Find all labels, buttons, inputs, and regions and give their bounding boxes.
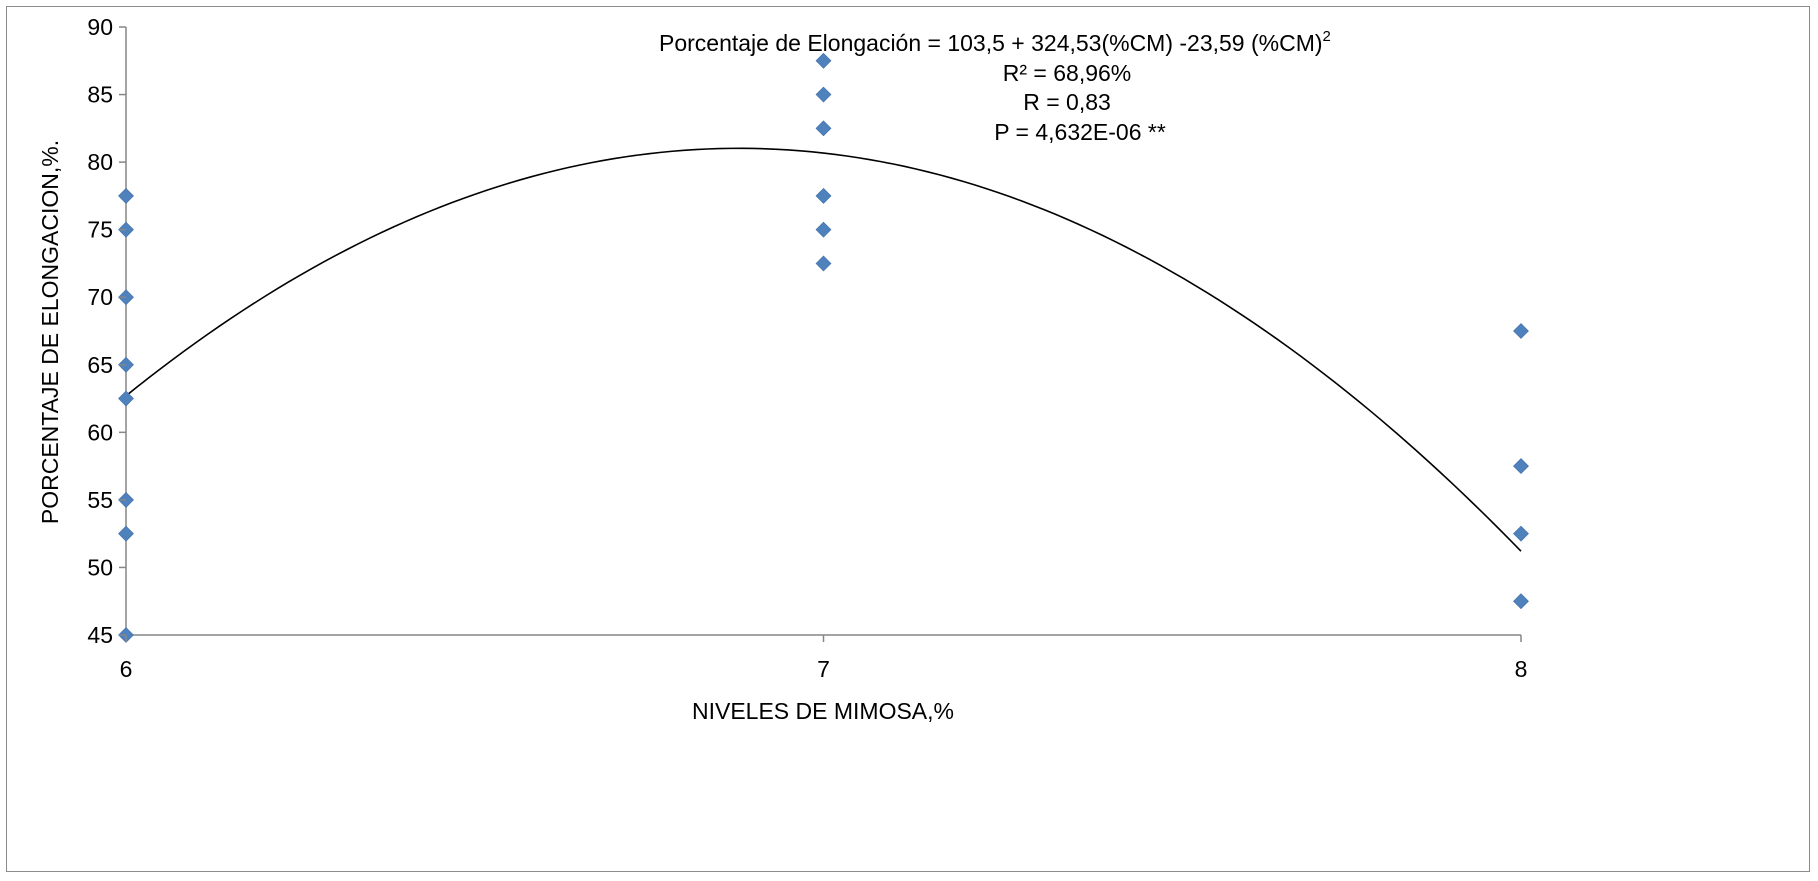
data-point [815, 52, 832, 69]
y-tick-label: 70 [87, 284, 113, 310]
equation-superscript: 2 [1323, 28, 1331, 45]
data-point [118, 187, 134, 204]
data-point [1513, 525, 1529, 542]
y-tick-label: 55 [87, 487, 113, 513]
regression-equation: Porcentaje de Elongación = 103,5 + 324,5… [659, 28, 1331, 56]
r-squared-label: R² = 68,96% [1003, 60, 1132, 86]
data-point [118, 390, 134, 407]
y-tick-label: 45 [87, 622, 113, 648]
data-point [1513, 323, 1529, 339]
data-point [815, 187, 832, 204]
y-tick-label: 80 [87, 149, 113, 175]
x-tick-label: 8 [1515, 656, 1528, 682]
chart-frame [6, 6, 1810, 872]
r-label: R = 0,83 [1023, 89, 1111, 115]
equation-main: Porcentaje de Elongación = 103,5 + 324,5… [659, 30, 1323, 56]
y-tick-label: 85 [87, 82, 113, 108]
y-tick-label: 50 [87, 554, 113, 580]
p-value-label: P = 4,632E-06 ** [994, 119, 1166, 145]
data-point [118, 525, 134, 542]
y-tick-label: 65 [87, 352, 113, 378]
x-tick-label: 6 [120, 656, 133, 682]
data-point [815, 255, 832, 272]
data-point [815, 86, 832, 103]
trendline [125, 147, 1522, 552]
y-tick-label: 75 [87, 217, 113, 243]
y-tick-label: 60 [87, 419, 113, 445]
x-axis-title: NIVELES DE MIMOSA,% [692, 698, 954, 724]
data-point [815, 221, 832, 238]
data-point [1513, 593, 1529, 610]
y-axis-title: PORCENTAJE DE ELONGACION,%. [37, 140, 63, 524]
y-tick-label: 90 [87, 14, 113, 40]
data-point [1513, 458, 1529, 475]
data-point [815, 120, 832, 137]
x-tick-label: 7 [817, 656, 830, 682]
